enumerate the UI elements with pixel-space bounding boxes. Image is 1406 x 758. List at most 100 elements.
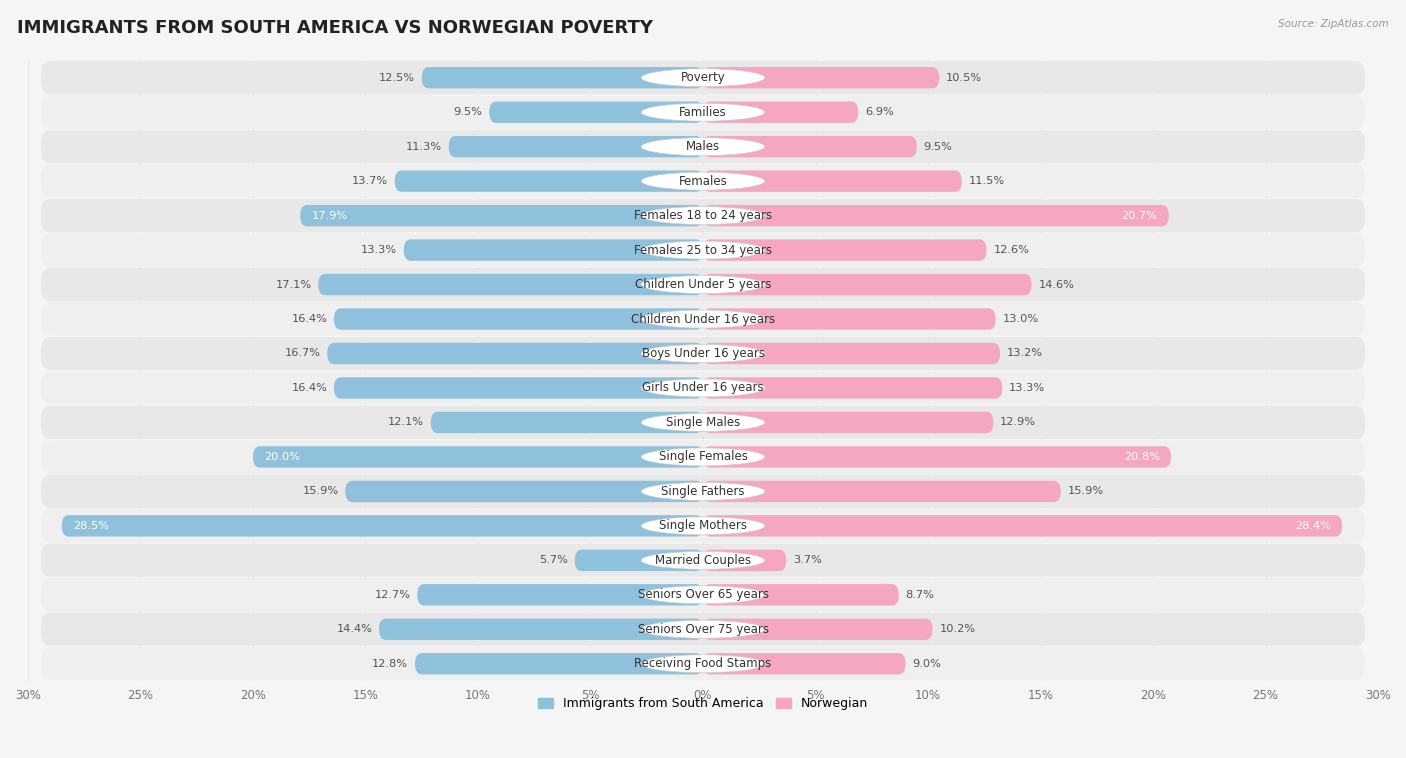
FancyBboxPatch shape [703, 550, 786, 571]
Text: 14.4%: 14.4% [336, 625, 373, 634]
FancyBboxPatch shape [41, 612, 1365, 646]
FancyBboxPatch shape [703, 205, 1168, 227]
Ellipse shape [641, 655, 765, 672]
FancyBboxPatch shape [415, 653, 703, 675]
FancyBboxPatch shape [335, 309, 703, 330]
Text: 5.7%: 5.7% [538, 556, 568, 565]
Text: Females 25 to 34 years: Females 25 to 34 years [634, 243, 772, 256]
Text: 13.3%: 13.3% [361, 245, 396, 255]
FancyBboxPatch shape [703, 515, 1343, 537]
Text: 10.2%: 10.2% [939, 625, 976, 634]
FancyBboxPatch shape [41, 199, 1365, 232]
Text: Receiving Food Stamps: Receiving Food Stamps [634, 657, 772, 670]
Text: 6.9%: 6.9% [865, 107, 894, 117]
Text: 16.7%: 16.7% [284, 349, 321, 359]
FancyBboxPatch shape [318, 274, 703, 295]
Text: Single Males: Single Males [666, 416, 740, 429]
FancyBboxPatch shape [41, 302, 1365, 336]
FancyBboxPatch shape [449, 136, 703, 158]
FancyBboxPatch shape [422, 67, 703, 89]
Ellipse shape [641, 586, 765, 604]
FancyBboxPatch shape [489, 102, 703, 123]
Text: Source: ZipAtlas.com: Source: ZipAtlas.com [1278, 19, 1389, 29]
Text: 13.3%: 13.3% [1010, 383, 1045, 393]
FancyBboxPatch shape [41, 406, 1365, 439]
Text: 17.9%: 17.9% [312, 211, 347, 221]
FancyBboxPatch shape [335, 377, 703, 399]
Text: 12.5%: 12.5% [380, 73, 415, 83]
FancyBboxPatch shape [41, 61, 1365, 94]
Text: 20.0%: 20.0% [264, 452, 301, 462]
Ellipse shape [641, 310, 765, 328]
Text: 13.0%: 13.0% [1002, 314, 1039, 324]
Text: Boys Under 16 years: Boys Under 16 years [641, 347, 765, 360]
Text: 11.3%: 11.3% [406, 142, 441, 152]
FancyBboxPatch shape [703, 619, 932, 640]
FancyBboxPatch shape [703, 377, 1002, 399]
Text: 20.7%: 20.7% [1122, 211, 1157, 221]
Text: 9.0%: 9.0% [912, 659, 941, 669]
Text: IMMIGRANTS FROM SOUTH AMERICA VS NORWEGIAN POVERTY: IMMIGRANTS FROM SOUTH AMERICA VS NORWEGI… [17, 19, 652, 37]
Text: 11.5%: 11.5% [969, 176, 1005, 186]
Text: 10.5%: 10.5% [946, 73, 983, 83]
Text: 13.7%: 13.7% [352, 176, 388, 186]
FancyBboxPatch shape [418, 584, 703, 606]
Text: Females: Females [679, 174, 727, 188]
Ellipse shape [641, 276, 765, 293]
Ellipse shape [641, 103, 765, 121]
FancyBboxPatch shape [703, 343, 1000, 364]
Text: 20.8%: 20.8% [1123, 452, 1160, 462]
Text: Children Under 16 years: Children Under 16 years [631, 312, 775, 325]
FancyBboxPatch shape [41, 337, 1365, 370]
FancyBboxPatch shape [703, 171, 962, 192]
Ellipse shape [641, 379, 765, 397]
Text: Males: Males [686, 140, 720, 153]
Ellipse shape [641, 551, 765, 569]
Text: Females 18 to 24 years: Females 18 to 24 years [634, 209, 772, 222]
Text: Single Mothers: Single Mothers [659, 519, 747, 532]
Text: Poverty: Poverty [681, 71, 725, 84]
FancyBboxPatch shape [703, 481, 1060, 502]
Text: 9.5%: 9.5% [454, 107, 482, 117]
FancyBboxPatch shape [703, 274, 1032, 295]
FancyBboxPatch shape [41, 268, 1365, 301]
Ellipse shape [641, 207, 765, 224]
Text: 12.8%: 12.8% [373, 659, 408, 669]
FancyBboxPatch shape [41, 371, 1365, 405]
Text: Children Under 5 years: Children Under 5 years [634, 278, 772, 291]
FancyBboxPatch shape [41, 164, 1365, 198]
Text: 17.1%: 17.1% [276, 280, 312, 290]
FancyBboxPatch shape [41, 509, 1365, 543]
Ellipse shape [641, 241, 765, 259]
FancyBboxPatch shape [404, 240, 703, 261]
Text: 9.5%: 9.5% [924, 142, 952, 152]
FancyBboxPatch shape [703, 446, 1171, 468]
Text: 15.9%: 15.9% [302, 487, 339, 496]
FancyBboxPatch shape [703, 240, 987, 261]
Text: 16.4%: 16.4% [291, 383, 328, 393]
Text: Girls Under 16 years: Girls Under 16 years [643, 381, 763, 394]
FancyBboxPatch shape [430, 412, 703, 433]
FancyBboxPatch shape [703, 136, 917, 158]
FancyBboxPatch shape [703, 653, 905, 675]
Text: 16.4%: 16.4% [291, 314, 328, 324]
FancyBboxPatch shape [41, 130, 1365, 163]
Ellipse shape [641, 448, 765, 466]
Ellipse shape [641, 69, 765, 86]
Text: 12.1%: 12.1% [388, 418, 425, 428]
FancyBboxPatch shape [575, 550, 703, 571]
Text: Families: Families [679, 105, 727, 119]
FancyBboxPatch shape [62, 515, 703, 537]
FancyBboxPatch shape [703, 584, 898, 606]
Text: 28.5%: 28.5% [73, 521, 108, 531]
Ellipse shape [641, 345, 765, 362]
Ellipse shape [641, 517, 765, 535]
FancyBboxPatch shape [703, 102, 858, 123]
FancyBboxPatch shape [301, 205, 703, 227]
Text: 12.6%: 12.6% [993, 245, 1029, 255]
FancyBboxPatch shape [253, 446, 703, 468]
FancyBboxPatch shape [41, 647, 1365, 680]
Text: 12.7%: 12.7% [374, 590, 411, 600]
FancyBboxPatch shape [703, 412, 993, 433]
Text: 15.9%: 15.9% [1067, 487, 1104, 496]
